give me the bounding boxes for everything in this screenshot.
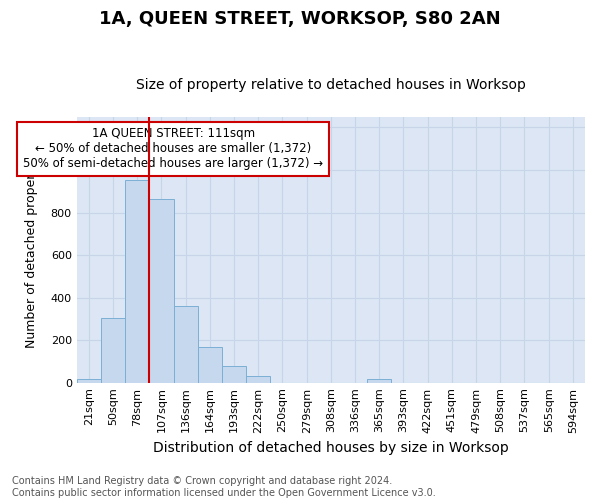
Text: 1A QUEEN STREET: 111sqm
← 50% of detached houses are smaller (1,372)
50% of semi: 1A QUEEN STREET: 111sqm ← 50% of detache…: [23, 128, 323, 170]
Text: Contains HM Land Registry data © Crown copyright and database right 2024.
Contai: Contains HM Land Registry data © Crown c…: [12, 476, 436, 498]
Bar: [149, 198, 173, 382]
Title: Size of property relative to detached houses in Worksop: Size of property relative to detached ho…: [136, 78, 526, 92]
Bar: [367, 380, 391, 382]
Bar: [246, 376, 271, 382]
Text: 1A, QUEEN STREET, WORKSOP, S80 2AN: 1A, QUEEN STREET, WORKSOP, S80 2AN: [99, 10, 501, 28]
Bar: [77, 380, 101, 382]
Bar: [101, 318, 125, 382]
Bar: [198, 346, 222, 382]
Y-axis label: Number of detached properties: Number of detached properties: [25, 151, 38, 348]
Bar: [125, 180, 149, 382]
Bar: [222, 366, 246, 382]
X-axis label: Distribution of detached houses by size in Worksop: Distribution of detached houses by size …: [153, 441, 509, 455]
Bar: [173, 306, 198, 382]
